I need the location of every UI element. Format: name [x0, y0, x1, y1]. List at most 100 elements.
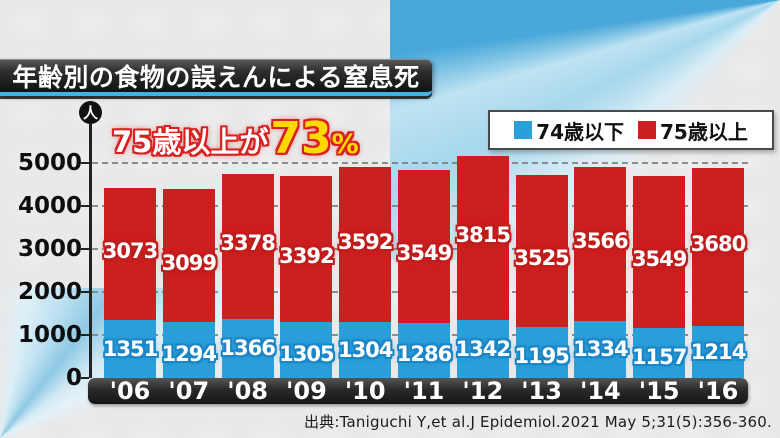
value-label-over75: 3592 [337, 229, 393, 254]
value-label-over75: 3378 [220, 231, 275, 256]
unit-badge-people: 人 [79, 101, 102, 124]
segment-over75 [633, 175, 686, 329]
value-label-under74: 1351 [102, 336, 158, 361]
page-title: 年齢別の食物の誤えんによる窒息死 [12, 62, 420, 92]
value-label-over75: 3815 [455, 223, 511, 248]
segment-over75 [691, 167, 744, 326]
y-tick-mark [81, 334, 89, 336]
legend: 74歳以下 75歳以上 [488, 110, 774, 150]
value-label-over75: 3549 [396, 241, 452, 266]
y-tick-label: 5000 [17, 150, 82, 176]
segment-under74 [397, 322, 450, 378]
segment-over75 [104, 187, 156, 320]
value-label-over75: 3073 [102, 238, 158, 263]
legend-item-over75: 75歳以上 [638, 116, 748, 145]
segment-over75 [280, 176, 333, 322]
bar-series: 3073 1351 3099 1294 3378 1366 3392 1305 3592 1304… [102, 156, 746, 378]
y-axis-line [89, 121, 92, 378]
stacked-bar-11: 3549 1286 [396, 170, 452, 378]
stacked-bar-07: 3099 1294 [161, 189, 217, 378]
x-axis-label: '09 [286, 377, 327, 405]
legend-swatch-red [638, 121, 656, 139]
unit-label: 人 [82, 104, 98, 122]
y-tick-mark [81, 248, 89, 250]
value-label-under74: 1304 [337, 337, 393, 362]
highlight-annotation: 75歳以上が 73 % [112, 117, 359, 161]
annotation-prefix: 75歳以上が [112, 125, 269, 159]
segment-over75 [221, 174, 274, 320]
segment-under74 [691, 325, 744, 378]
segment-under74 [515, 326, 568, 378]
y-tick-label: 2000 [17, 279, 82, 305]
stacked-bar-08: 3378 1366 [220, 174, 276, 378]
segment-under74 [221, 319, 274, 378]
value-label-under74: 1157 [631, 344, 687, 369]
x-axis-label: '06 [109, 377, 151, 405]
x-axis-bar [88, 378, 748, 404]
value-label-over75: 3525 [514, 245, 569, 270]
segment-under74 [456, 320, 509, 378]
y-tick-mark [81, 291, 89, 293]
segment-under74 [162, 322, 215, 378]
x-axis-label: '16 [697, 377, 739, 405]
segment-over75 [456, 156, 509, 321]
stacked-bar-14: 3566 1334 [573, 167, 629, 378]
legend-swatch-blue [514, 121, 533, 139]
stacked-bar-09: 3392 1305 [279, 176, 335, 378]
x-axis-label: '12 [462, 377, 504, 405]
y-tick-label: 4000 [17, 193, 82, 219]
segment-under74 [574, 320, 627, 378]
y-tick-mark [81, 377, 89, 379]
stacked-bar-10: 3592 1304 [337, 167, 393, 378]
x-axis-label: '10 [344, 377, 386, 405]
x-axis-label: '13 [521, 377, 562, 405]
y-tick-label: 3000 [17, 236, 82, 262]
percent-sign: % [331, 129, 359, 160]
segment-over75 [515, 175, 568, 327]
segment-under74 [280, 321, 333, 378]
value-label-over75: 3549 [631, 246, 687, 271]
value-label-under74: 1305 [279, 341, 334, 366]
stacked-bar-15: 3549 1157 [631, 175, 687, 378]
segment-over75 [162, 189, 215, 323]
value-label-over75: 3392 [279, 243, 334, 268]
segment-under74 [633, 328, 686, 378]
x-axis-label: '11 [403, 377, 445, 405]
x-axis-label: '07 [168, 377, 210, 405]
y-tick-label: 1000 [17, 322, 82, 348]
stacked-bar-16: 3680 1214 [690, 167, 746, 378]
stacked-bar-06: 3073 1351 [102, 187, 158, 378]
segment-over75 [397, 170, 450, 323]
stacked-bar-13: 3525 1195 [514, 175, 570, 378]
x-axis-labels: '06 '07 '08 '09 '10 '11 '12 '13 '14 '15 '16 [104, 377, 744, 405]
x-axis-label: '08 [227, 377, 268, 405]
source-citation: 出典:Taniguchi Y,et al.J Epidemiol.2021 Ma… [303, 413, 772, 431]
value-label-under74: 1214 [690, 339, 746, 364]
value-label-over75: 3680 [690, 231, 746, 256]
segment-over75 [339, 167, 392, 322]
value-label-under74: 1294 [161, 342, 217, 366]
value-label-under74: 1342 [455, 336, 511, 361]
legend-label: 74歳以下 [536, 119, 624, 144]
annotation-value: 73 [270, 113, 332, 164]
x-axis-label: '14 [580, 377, 621, 405]
legend-label: 75歳以上 [660, 119, 748, 144]
value-label-under74: 1195 [514, 344, 569, 369]
x-axis-label: '15 [638, 377, 680, 405]
segment-under74 [339, 321, 392, 378]
y-tick-mark [81, 205, 89, 207]
stacked-bar-12: 3815 1342 [455, 156, 511, 378]
y-tick-mark [81, 162, 89, 164]
y-tick-label: 0 [65, 365, 82, 391]
value-label-over75: 3099 [161, 250, 217, 275]
title-banner: 年齢別の食物の誤えんによる窒息死 [0, 59, 432, 96]
legend-item-under74: 74歳以下 [514, 116, 624, 145]
segment-over75 [574, 167, 627, 321]
value-label-over75: 3566 [573, 228, 628, 253]
value-label-under74: 1286 [396, 342, 452, 367]
gridline [92, 162, 748, 164]
segment-under74 [104, 319, 156, 378]
value-label-under74: 1334 [573, 337, 628, 362]
value-label-under74: 1366 [220, 336, 275, 361]
